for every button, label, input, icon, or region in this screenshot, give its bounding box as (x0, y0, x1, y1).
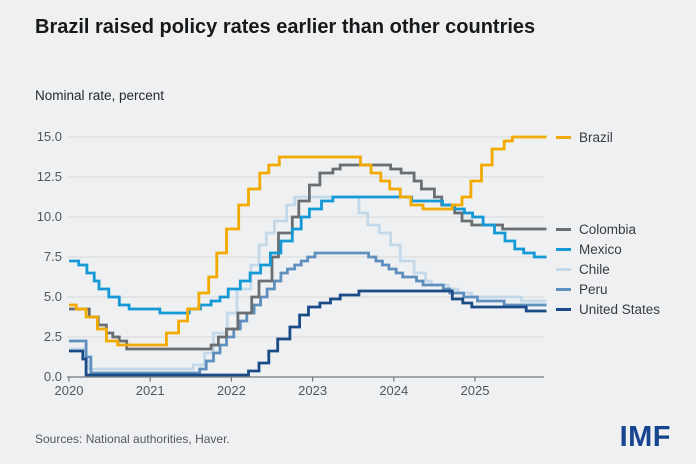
legend-swatch (556, 227, 571, 231)
legend-item-colombia: Colombia (556, 220, 636, 238)
peru-line (69, 251, 547, 375)
united-states-line (69, 289, 547, 377)
legend-item-mexico: Mexico (556, 240, 622, 258)
y-tick-label: 10.0 (36, 209, 62, 224)
colombia-line (69, 163, 547, 351)
x-tick-label: 2022 (216, 383, 246, 398)
legend-swatch (556, 247, 571, 251)
legend-label: Brazil (579, 129, 613, 145)
legend-label: Chile (579, 261, 610, 277)
legend-label: Colombia (579, 221, 637, 237)
sources-note: Sources: National authorities, Haver. (35, 432, 230, 446)
x-tick-label: 2021 (135, 383, 165, 398)
chart-subtitle: Nominal rate, percent (35, 88, 165, 103)
legend-item-peru: Peru (556, 280, 608, 298)
legend-item-united-states: United States (556, 300, 660, 318)
y-tick-label: 12.5 (36, 169, 62, 184)
chile-line (69, 195, 547, 371)
chart-title: Brazil raised policy rates earlier than … (35, 16, 536, 38)
legend-swatch (556, 135, 571, 139)
legend-label: Peru (579, 281, 608, 297)
legend-swatch (556, 307, 571, 311)
mexico-line (69, 195, 547, 315)
legend-item-brazil: Brazil (556, 128, 613, 146)
x-tick-label: 2024 (379, 383, 409, 398)
y-tick-label: 5.0 (43, 289, 62, 304)
x-tick-label: 2020 (54, 383, 84, 398)
imf-logo: IMF (619, 421, 671, 453)
x-tick-label: 2023 (298, 383, 328, 398)
y-tick-label: 7.5 (43, 249, 62, 264)
legend-label: United States (579, 301, 661, 317)
legend-item-chile: Chile (556, 260, 610, 278)
y-tick-label: 0.0 (43, 369, 62, 384)
legend-swatch (556, 267, 571, 271)
brazil-line (69, 135, 547, 347)
y-tick-label: 2.5 (43, 329, 62, 344)
legend-label: Mexico (579, 241, 622, 257)
x-tick-label: 2025 (460, 383, 490, 398)
legend-swatch (556, 287, 571, 291)
y-tick-label: 15.0 (36, 129, 62, 144)
